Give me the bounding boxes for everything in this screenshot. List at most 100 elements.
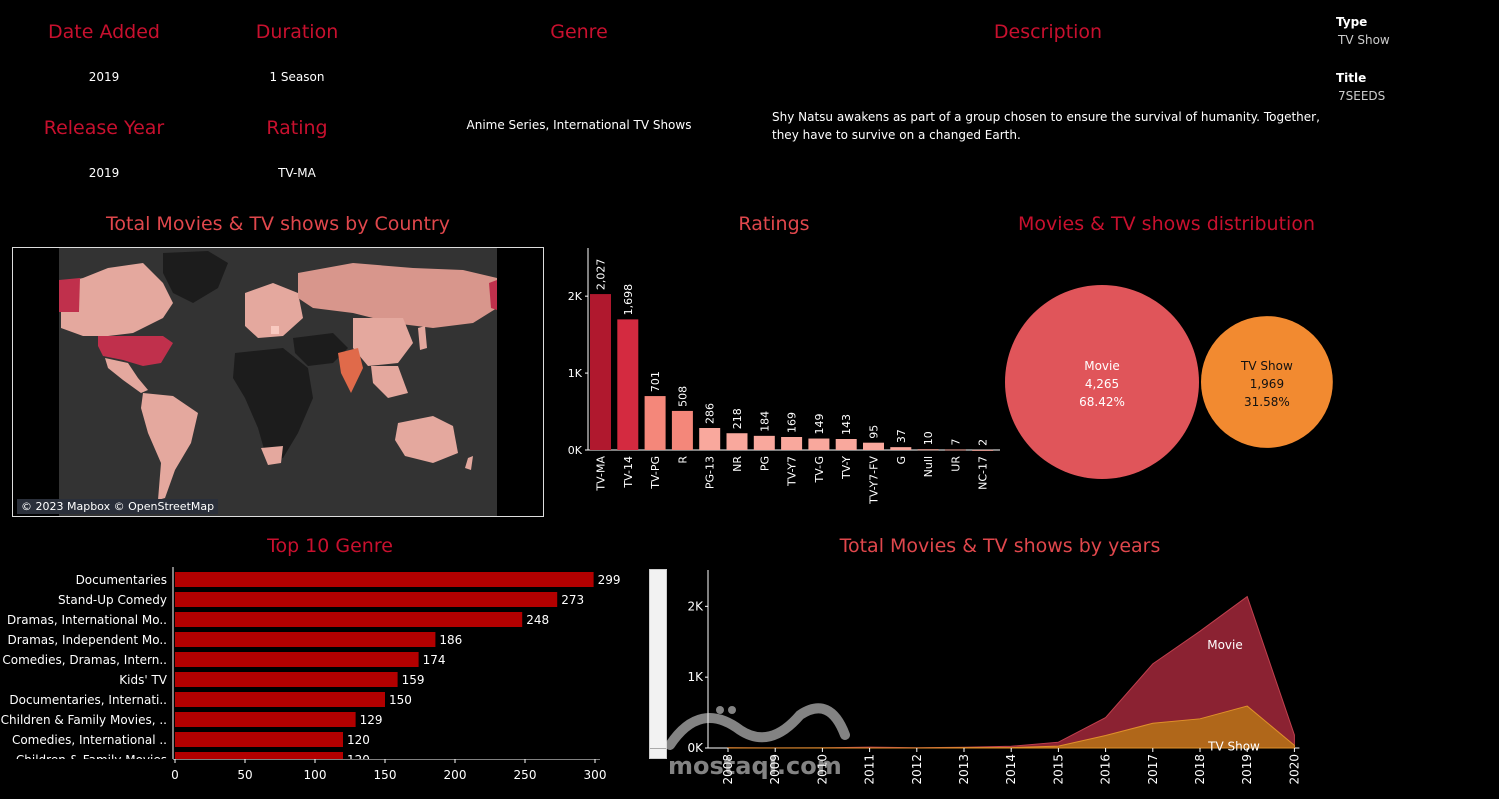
years-title: Total Movies & TV shows by years	[839, 535, 1161, 557]
mexico-shape	[105, 358, 148, 393]
ratings-data-label: 286	[704, 403, 717, 424]
ratings-x-tick: PG-13	[704, 456, 717, 489]
india-shape	[338, 348, 363, 393]
years-x-tick: 2011	[863, 754, 877, 785]
genre-bar	[175, 612, 523, 627]
ratings-data-label: 149	[813, 414, 826, 435]
genre-bar	[175, 592, 558, 607]
ratings-x-tick: R	[676, 456, 689, 464]
genre-data-label: 174	[423, 653, 446, 667]
distribution-value: 4,265	[1085, 377, 1119, 391]
ratings-bar	[835, 439, 857, 450]
duration-label: Duration	[255, 21, 339, 43]
edge-shape	[489, 280, 497, 310]
duration-value: 1 Season	[269, 70, 325, 84]
ratings-x-tick: TV-G	[813, 456, 826, 484]
years-tvshow-label: TV Show	[1207, 739, 1260, 753]
ratings-bar	[671, 410, 693, 450]
genre-data-label: 120	[347, 753, 370, 759]
years-movie-label: Movie	[1207, 638, 1243, 652]
ratings-bar	[617, 319, 639, 450]
ratings-data-label: 95	[868, 425, 881, 439]
genre-category: Children & Family Movies, ..	[1, 713, 167, 727]
genre-chart: 299 Documentaries 273 Stand-Up Comedy 248 Dra…	[1, 567, 621, 759]
ratings-y-tick: 0K	[568, 444, 583, 457]
genre-chart-clip: 299 Documentaries 273 Stand-Up Comedy 248 Dra…	[0, 567, 640, 759]
ratings-data-label: 2	[977, 439, 990, 446]
genre-data-label: 299	[598, 573, 621, 587]
canada-shape	[61, 263, 173, 336]
ratings-x-tick: TV-Y7	[786, 456, 799, 487]
distribution-name: Movie	[1084, 359, 1120, 373]
genre-category: Dramas, Independent Mo..	[8, 633, 167, 647]
date-added-label: Date Added	[48, 21, 160, 43]
alaska-shape	[59, 278, 80, 312]
genre-category: Comedies, International ..	[12, 733, 167, 747]
genre-data-label: 248	[526, 613, 549, 627]
ratings-x-tick: TV-PG	[649, 456, 662, 490]
country-map[interactable]: © 2023 Mapbox © OpenStreetMap	[12, 247, 544, 517]
genre-axis: 0 50 100 150 200 250 300	[171, 759, 606, 782]
genre-data-label: 120	[347, 733, 370, 747]
years-y-tick: 2K	[687, 599, 704, 613]
genre-bar	[175, 672, 398, 687]
years-x-tick: 2009	[768, 754, 782, 785]
europe-shape	[245, 283, 303, 338]
years-y-tick: 1K	[687, 670, 704, 684]
description-label: Description	[993, 21, 1103, 43]
genre-x-tick: 250	[514, 768, 537, 782]
ratings-bar	[781, 437, 803, 450]
years-x-tick: 2013	[957, 754, 971, 785]
years-x-tick: 2018	[1193, 754, 1207, 785]
years-x-tick: 2008	[721, 754, 735, 785]
genre-bar	[175, 572, 594, 587]
date-added-value: 2019	[88, 70, 120, 84]
genre-label: Genre	[550, 21, 608, 43]
ratings-data-label: 1,698	[622, 284, 635, 316]
ratings-x-tick: TV-Y	[840, 456, 853, 480]
ratings-bar	[726, 433, 748, 450]
ratings-data-label: 37	[895, 429, 908, 443]
ratings-x-tick: NR	[731, 456, 744, 472]
genre-data-label: 273	[561, 593, 584, 607]
genre-category: Dramas, International Mo..	[7, 613, 167, 627]
years-tvshow-area	[727, 705, 1295, 749]
ratings-data-label: 2,027	[595, 259, 608, 291]
genre-category: Kids' TV	[119, 673, 168, 687]
ratings-x-tick: NC-17	[977, 456, 990, 490]
ratings-x-tick: G	[895, 456, 908, 465]
ratings-bar	[944, 449, 966, 451]
ratings-data-label: 169	[786, 412, 799, 433]
genre-bar	[175, 692, 385, 707]
genre-category: Comedies, Dramas, Intern..	[2, 653, 167, 667]
genre-bar	[175, 732, 343, 747]
ratings-x-tick: Null	[922, 456, 935, 477]
ratings-x-tick: UR	[949, 456, 962, 472]
ratings-chart: 0K 1K 2K 2,027 TV-MA 1,698 TV-14 701 TV-PG 508 R 28…	[568, 248, 1000, 505]
years-x-tick: 2012	[910, 754, 924, 785]
genre-x-tick: 100	[304, 768, 327, 782]
years-x-tick: 2017	[1146, 754, 1160, 785]
release-year-value: 2019	[88, 166, 120, 180]
watermark-text: mostaql.com	[668, 752, 842, 780]
ratings-data-label: 701	[649, 371, 662, 392]
release-year-label: Release Year	[43, 117, 165, 139]
genre-data-label: 159	[402, 673, 425, 687]
ratings-title: Ratings	[738, 213, 810, 235]
genre-scrollbar[interactable]	[649, 569, 667, 759]
nz-shape	[465, 456, 473, 470]
years-y-tick: 0K	[687, 741, 704, 755]
ratings-bar	[863, 442, 884, 450]
genre-data-label: 129	[360, 713, 383, 727]
genre-category: Documentaries	[76, 573, 167, 587]
ratings-data-label: 7	[949, 438, 962, 445]
rating-label: Rating	[266, 117, 328, 139]
ratings-data-label: 184	[758, 411, 771, 432]
genre-category: Stand-Up Comedy	[58, 593, 167, 607]
ratings-data-label: 10	[922, 431, 935, 445]
ratings-x-tick: TV-MA	[595, 456, 608, 492]
south-africa-shape	[261, 446, 283, 465]
genre-value: Anime Series, International TV Shows	[466, 118, 692, 132]
genre-x-tick: 0	[171, 768, 179, 782]
usa-shape	[98, 336, 173, 366]
